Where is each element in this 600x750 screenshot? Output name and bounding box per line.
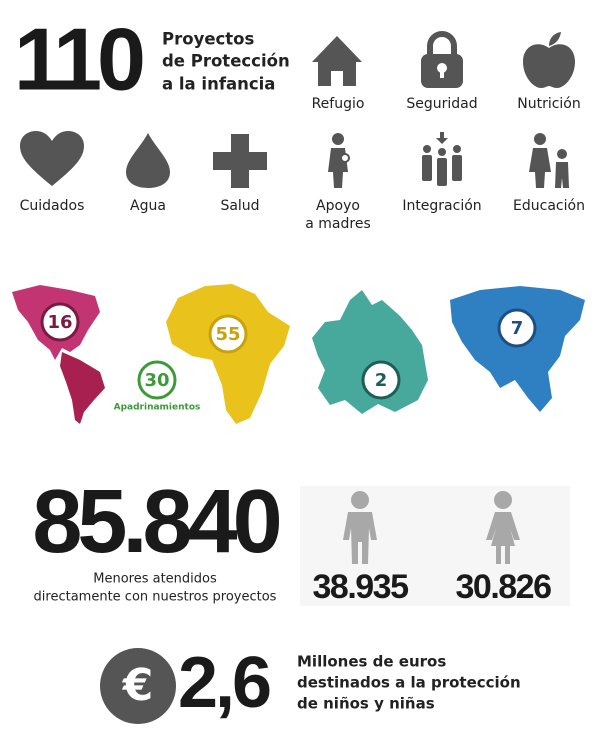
education-icon (529, 133, 569, 188)
need-label: Seguridad (406, 96, 477, 112)
region-badge: 2 (361, 360, 401, 400)
cross-icon (213, 134, 267, 188)
region-badge: 16 (40, 302, 80, 342)
region-count: 2 (375, 370, 388, 391)
need-label: Refugio (312, 96, 365, 112)
region-label: Apadrinamientos (114, 403, 201, 413)
need-label: Nutrición (517, 96, 581, 112)
need-label: Cuidados (20, 198, 85, 214)
region-badge: 30 Apadrinamientos (114, 360, 201, 413)
house-icon (312, 36, 362, 86)
need-label: Apoyo (316, 198, 360, 214)
apple-icon (523, 32, 575, 88)
need-label: Integración (402, 198, 481, 214)
boy-icon (343, 491, 377, 564)
americas-map-south (60, 352, 105, 424)
boys-count: 38.935 (313, 568, 409, 606)
need-label: Agua (130, 198, 166, 214)
project-count: 110 (14, 9, 143, 108)
currency-symbol: € (122, 660, 154, 711)
heart-icon (20, 131, 84, 186)
children-caption: Menores atendidos (93, 572, 217, 587)
region-badge: 7 (497, 308, 537, 348)
region-badge: 55 (208, 314, 248, 354)
asia-map (450, 286, 585, 412)
drop-icon (126, 133, 170, 188)
funding-caption: destinados a la protección (297, 674, 521, 692)
africa-map (166, 284, 290, 424)
header-label: a la infancia (162, 75, 275, 94)
lock-icon (421, 31, 463, 88)
region-count: 16 (47, 312, 72, 333)
need-label: a madres (305, 216, 371, 232)
mother-icon (328, 133, 350, 188)
need-label: Educación (513, 198, 585, 214)
gender-panel (300, 486, 570, 606)
integration-icon (422, 132, 462, 186)
need-label: Salud (220, 198, 259, 214)
funding-caption: de niños y niñas (297, 695, 435, 713)
region-count: 30 (144, 370, 169, 391)
girl-icon (486, 491, 520, 564)
header-label: de Protección (162, 52, 290, 71)
region-count: 55 (215, 324, 240, 345)
girls-count: 30.826 (456, 568, 552, 606)
header-label: Proyectos (162, 30, 255, 49)
children-caption: directamente con nuestros proyectos (34, 590, 277, 605)
funding-amount: 2,6 (178, 643, 270, 723)
euro-icon (100, 648, 176, 724)
region-count: 7 (511, 318, 524, 339)
children-total: 85.840 (32, 472, 279, 572)
funding-caption: Millones de euros (297, 653, 446, 671)
